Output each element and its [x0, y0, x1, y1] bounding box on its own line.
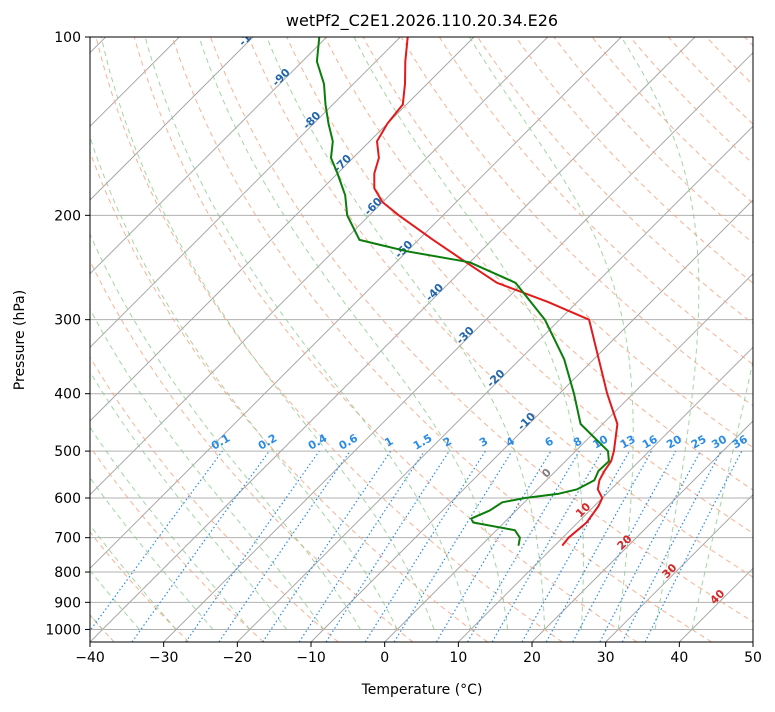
y-tick-label: 1000 — [45, 622, 81, 638]
isotherm-label: -90 — [270, 66, 293, 89]
moist-adiabat — [0, 37, 250, 629]
mixing-ratio-label: 25 — [689, 433, 709, 452]
dry-adiabat — [745, 37, 775, 642]
mixing-ratio-line — [600, 451, 701, 642]
isotherm-line — [385, 37, 775, 642]
isotherm-label: -30 — [454, 324, 477, 347]
dry-adiabat — [20, 37, 413, 642]
moist-adiabat — [0, 37, 287, 629]
x-tick-label: −40 — [75, 650, 105, 666]
mixing-ratio-line — [82, 451, 223, 642]
dry-adiabat — [0, 37, 264, 642]
dry-adiabat — [0, 37, 189, 642]
y-axis-label: Pressure (hPa) — [12, 290, 28, 390]
mixing-ratio-label: 3 — [477, 435, 490, 450]
mixing-ratio-label: 20 — [664, 432, 684, 451]
isotherm-line — [0, 37, 474, 642]
dry-adiabat — [707, 37, 775, 642]
mixing-ratio-label: 8 — [571, 435, 584, 450]
y-tick-label: 200 — [54, 208, 81, 224]
plot-frame — [90, 37, 753, 642]
y-tick-label: 800 — [54, 565, 81, 581]
chart-title: wetPf2_C2E1.2026.110.20.34.E26 — [286, 11, 558, 31]
moist-adiabat — [692, 37, 775, 629]
mixing-ratio-label: 0.2 — [256, 432, 279, 453]
isotherm-label: -20 — [484, 367, 507, 390]
moist-adiabat — [0, 37, 213, 629]
y-tick-label: 700 — [54, 531, 81, 547]
dewpoint-profile — [317, 37, 609, 545]
y-tick-label: 600 — [54, 491, 81, 507]
x-tick-label: 50 — [744, 650, 762, 666]
isotherm-line — [90, 37, 695, 642]
moist-adiabat — [101, 37, 434, 629]
mixing-ratio-label: 36 — [730, 432, 750, 451]
mixing-ratio-line — [436, 451, 551, 642]
isotherm-line — [0, 37, 253, 642]
isotherm-label: -70 — [331, 152, 354, 175]
x-axis-label: Temperature (°C) — [361, 682, 483, 698]
dry-adiabat — [668, 37, 775, 642]
isotherm-line — [679, 37, 775, 642]
isotherm-label: -80 — [300, 109, 323, 132]
isotherm-label: -10 — [515, 410, 538, 433]
x-tick-label: 20 — [523, 650, 541, 666]
y-tick-label: 900 — [54, 595, 81, 611]
surface-temp-label: 20 — [615, 532, 635, 552]
isotherm-label: -100 — [236, 20, 265, 49]
isotherm-line — [0, 37, 327, 642]
dry-adiabat — [0, 37, 338, 642]
mixing-ratio-label: 16 — [640, 432, 660, 451]
x-tick-label: 10 — [449, 650, 467, 666]
y-tick-label: 100 — [54, 30, 81, 46]
isotherm-line — [458, 37, 775, 642]
mixing-ratio-line — [326, 451, 449, 642]
mixing-ratio-label: 13 — [618, 433, 638, 452]
x-tick-label: 0 — [380, 650, 389, 666]
mixing-ratio-label: 10 — [591, 432, 611, 451]
dry-adiabat — [58, 37, 488, 642]
isotherm-line — [311, 37, 775, 642]
mixing-ratio-label: 6 — [543, 434, 556, 449]
surface-temp-label: 0 — [539, 466, 554, 481]
y-tick-label: 400 — [54, 387, 81, 403]
isotherm-line — [237, 37, 775, 642]
x-tick-label: −10 — [296, 650, 326, 666]
x-tick-label: 40 — [670, 650, 688, 666]
surface-temp-label: 30 — [660, 561, 680, 581]
y-tick-label: 300 — [54, 313, 81, 329]
isotherm-line — [532, 37, 775, 642]
mixing-ratio-label: 30 — [709, 432, 729, 451]
isotherm-line — [0, 37, 400, 642]
dry-adiabat — [592, 37, 775, 642]
isotherm-label: -40 — [423, 281, 446, 304]
dry-adiabat — [554, 37, 775, 642]
x-tick-label: −20 — [223, 650, 253, 666]
mixing-ratio-label: 1 — [382, 435, 395, 450]
mixing-ratio-line — [365, 451, 485, 642]
mixing-ratio-label: 1.5 — [411, 432, 434, 453]
y-tick-label: 500 — [54, 444, 81, 460]
isotherm-line — [753, 37, 775, 642]
x-tick-label: 30 — [597, 650, 615, 666]
mixing-ratio-line — [468, 451, 580, 642]
mixing-ratio-line — [263, 451, 391, 642]
x-tick-label: −30 — [149, 650, 179, 666]
